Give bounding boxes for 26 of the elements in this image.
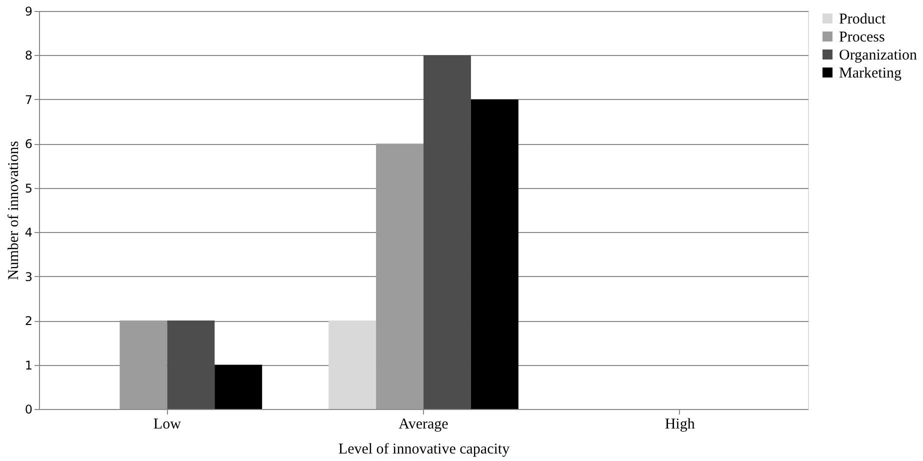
- bar: [328, 320, 376, 409]
- y-tick-label: 7: [24, 92, 32, 107]
- y-tick-label: 4: [24, 226, 32, 240]
- legend-label: Process: [839, 30, 885, 46]
- y-tick-label: 6: [24, 137, 32, 152]
- x-axis-title: Level of innovative capacity: [338, 442, 510, 458]
- y-axis-title: Number of innovations: [6, 140, 22, 280]
- x-tick-label: High: [664, 416, 696, 432]
- y-tick-label: 8: [24, 48, 32, 63]
- bar: [470, 99, 518, 409]
- bar: [167, 320, 215, 409]
- bar: [120, 320, 168, 409]
- y-tick-label: 0: [24, 402, 32, 416]
- y-tick-label: 3: [24, 270, 32, 284]
- y-tick-label: 5: [24, 181, 32, 196]
- x-tick-label: Low: [153, 416, 182, 432]
- y-tick-label: 1: [24, 358, 32, 372]
- y-tick-label: 9: [24, 4, 32, 18]
- bar: [424, 55, 471, 409]
- bar: [214, 364, 262, 409]
- legend-label: Product: [839, 12, 886, 28]
- legend-label: Organization: [839, 48, 918, 64]
- legend-label: Marketing: [839, 66, 902, 82]
- bar: [376, 144, 424, 409]
- x-tick-label: Average: [398, 416, 449, 432]
- y-tick-label: 2: [24, 314, 32, 328]
